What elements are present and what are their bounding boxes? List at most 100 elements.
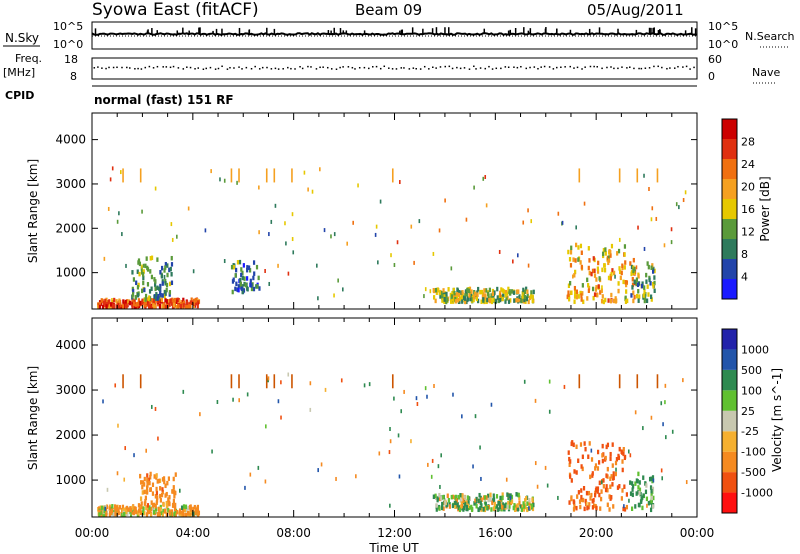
data-cell [139,374,142,389]
data-cell [601,294,604,299]
freq-dot [101,67,103,69]
freq-dot [379,67,382,70]
freq-dot [513,66,515,68]
nsearch-label: N.Search [745,30,795,43]
freq-tick-top: 18 [64,53,78,66]
data-cell [580,464,583,469]
data-cell [609,253,612,258]
data-cell [618,484,621,489]
x-tick-label: 04:00 [176,526,211,540]
data-cell [495,298,498,304]
data-cell [587,246,590,251]
data-cell [567,290,570,295]
data-cell [610,495,613,500]
data-cell [623,484,626,489]
data-cell [596,449,600,455]
data-cell [182,303,185,308]
data-cell [506,492,509,497]
data-cell [530,290,533,295]
data-cell [614,299,617,304]
data-cell [642,493,645,498]
data-cell [457,494,461,500]
data-cell [458,290,461,295]
data-cell [169,298,172,304]
data-cell [485,505,488,510]
data-cell [525,296,529,302]
data-cell [601,251,605,257]
freq-dot [307,65,309,68]
data-cell [157,436,159,441]
data-cell [433,383,435,388]
freq-dot [463,67,466,69]
data-cell [309,381,312,386]
data-cell [399,180,401,185]
data-cell [173,297,177,303]
data-cell [171,489,175,494]
data-cell [109,177,112,182]
data-cell [143,301,146,307]
data-cell [577,257,580,262]
data-cell [660,401,663,406]
data-cell [257,275,260,281]
data-cell [632,298,635,304]
data-cell [258,286,261,291]
data-cell [568,296,571,302]
data-cell [165,287,168,293]
data-cell [596,489,599,494]
data-cell [454,299,457,304]
data-cell [609,298,613,304]
data-cell [452,392,454,397]
data-cell [593,268,596,274]
data-cell [491,500,494,506]
data-cell [628,498,630,503]
data-cell [170,222,173,227]
data-cell [175,299,178,304]
data-cell [482,506,485,512]
freq-dot [363,66,366,69]
data-cell [512,259,514,264]
freq-trace [93,65,695,70]
data-cell [484,501,487,507]
data-cell [167,508,170,513]
data-cell [156,285,159,291]
data-cell [596,266,599,271]
data-cell [593,503,596,508]
data-cell [532,289,535,295]
data-cell [182,504,186,509]
data-cell [416,402,419,407]
data-cell [142,269,145,274]
data-cell [600,298,604,304]
data-cell [626,298,629,304]
data-cell [631,481,634,486]
data-cell [455,498,459,503]
data-cell [521,291,524,296]
colorbar-tick-label: 28 [741,136,755,149]
data-cell [139,300,142,306]
freq-dot [403,67,405,69]
data-cell [150,404,153,409]
data-cell [140,480,143,485]
data-cell [397,433,400,438]
data-cell [479,500,482,506]
data-cell [172,298,175,304]
data-cell [104,298,107,304]
data-cell [580,497,583,502]
data-cell [118,211,120,216]
data-cell [146,267,150,272]
data-cell [243,281,246,287]
data-cell [496,295,499,300]
data-cell [571,440,574,445]
data-cell [316,263,318,268]
data-cell [252,260,256,265]
data-cell [499,293,502,298]
data-cell [154,296,158,301]
data-cell [142,272,145,277]
data-cell [137,292,140,298]
data-cell [612,475,615,481]
data-cell [191,300,194,306]
data-cell [508,291,512,296]
data-cell [105,304,108,309]
data-cell [125,509,128,515]
data-cell [107,304,110,309]
data-cell [643,173,645,178]
